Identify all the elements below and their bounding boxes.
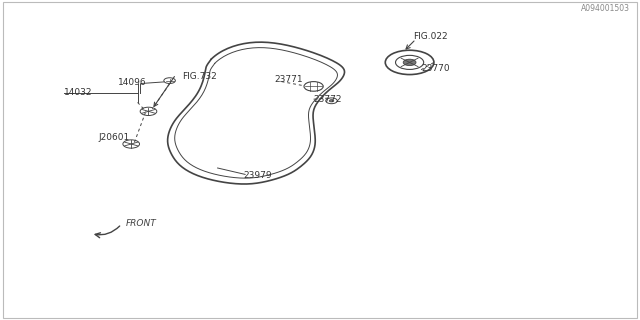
Text: 14032: 14032 — [64, 88, 93, 97]
Text: A094001503: A094001503 — [581, 4, 630, 13]
Text: 23979: 23979 — [243, 172, 272, 180]
Text: J20601: J20601 — [99, 133, 129, 142]
Text: FRONT: FRONT — [125, 220, 156, 228]
Text: 23771: 23771 — [274, 76, 303, 84]
Text: FIG.732: FIG.732 — [182, 72, 217, 81]
Text: 23770: 23770 — [421, 64, 450, 73]
Circle shape — [329, 100, 334, 102]
Text: 14096: 14096 — [118, 78, 147, 87]
Text: 23772: 23772 — [314, 95, 342, 104]
Circle shape — [403, 59, 416, 66]
Text: FIG.022: FIG.022 — [413, 32, 447, 41]
